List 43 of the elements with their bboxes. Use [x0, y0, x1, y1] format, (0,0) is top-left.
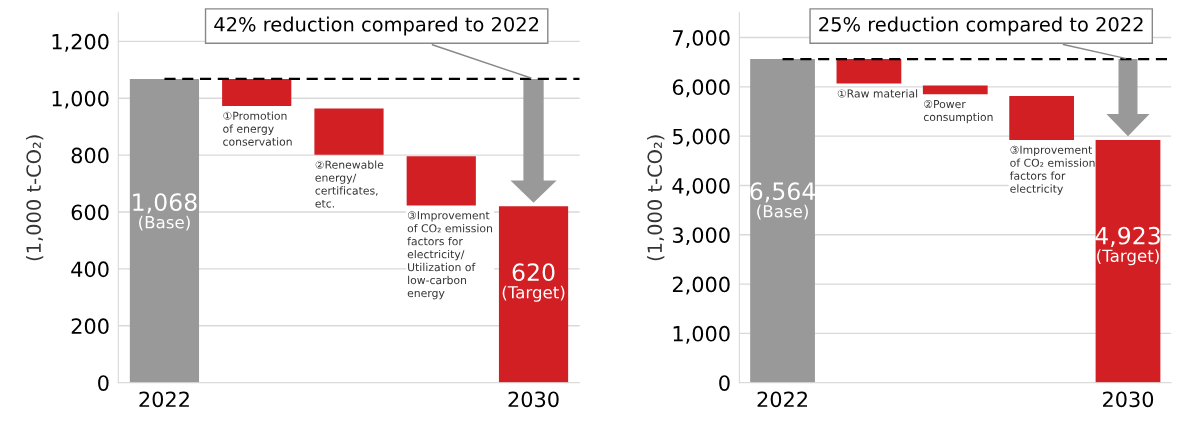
y-tick-label: 4,000 — [672, 177, 730, 196]
data-label: 1,068 (Base) — [133, 193, 197, 231]
x-tick-label: 2030 — [508, 391, 559, 408]
y-tick-label: 200 — [71, 318, 109, 335]
bar — [406, 156, 476, 206]
annotation: ③Improvement of CO₂ emission factors for electricity/ Utilization of low-carbon energy — [407, 211, 492, 300]
bar — [750, 59, 815, 383]
y-tick-label: 800 — [71, 147, 109, 164]
x-tick-label: 2022 — [139, 391, 189, 408]
y-tick-label: 7,000 — [673, 30, 730, 48]
y-axis-title: (1,000 t-CO₂) — [647, 135, 665, 261]
y-tick-label: 3,000 — [672, 227, 730, 246]
data-label: 6,564 (Base) — [750, 182, 816, 220]
annotation: ①Promotion of energy conservation — [223, 111, 292, 146]
y-tick-label: 5,000 — [673, 128, 730, 147]
y-tick-label: 0 — [719, 375, 730, 391]
bar — [836, 59, 902, 84]
y-tick-label: 1,000 — [52, 90, 109, 109]
annotation: 25% reduction compared to 2022 — [819, 16, 1143, 36]
data-label: 620 (Target) — [502, 263, 565, 302]
annotation: ①Raw material — [837, 89, 918, 98]
bar — [498, 206, 569, 383]
bar — [1095, 139, 1161, 383]
y-tick-label: 600 — [71, 204, 109, 221]
annotation: ②Power consumption — [923, 99, 993, 124]
x-tick-label: 2030 — [1103, 391, 1154, 408]
bar — [222, 78, 292, 106]
bar — [314, 108, 384, 155]
y-tick-label: 2,000 — [672, 276, 730, 295]
y-tick-label: 0 — [98, 375, 109, 391]
annotation: ②Renewable energy/ certificates, etc. — [315, 160, 384, 208]
y-tick-label: 1,200 — [52, 33, 109, 52]
bar — [1009, 96, 1075, 140]
y-axis-title: (1,000 t-CO₂) — [25, 135, 44, 261]
y-tick-label: 400 — [71, 261, 109, 278]
annotation: ③Improvement of CO₂ emission factors for electricity — [1009, 145, 1095, 195]
x-tick-label: 2022 — [757, 391, 807, 408]
annotation: 42% reduction compared to 2022 — [214, 16, 539, 36]
data-label: 4,923 (Target) — [1095, 226, 1160, 266]
bar — [922, 85, 988, 95]
y-tick-label: 6,000 — [672, 79, 730, 98]
bar — [129, 78, 200, 383]
y-tick-label: 1,000 — [673, 325, 730, 344]
